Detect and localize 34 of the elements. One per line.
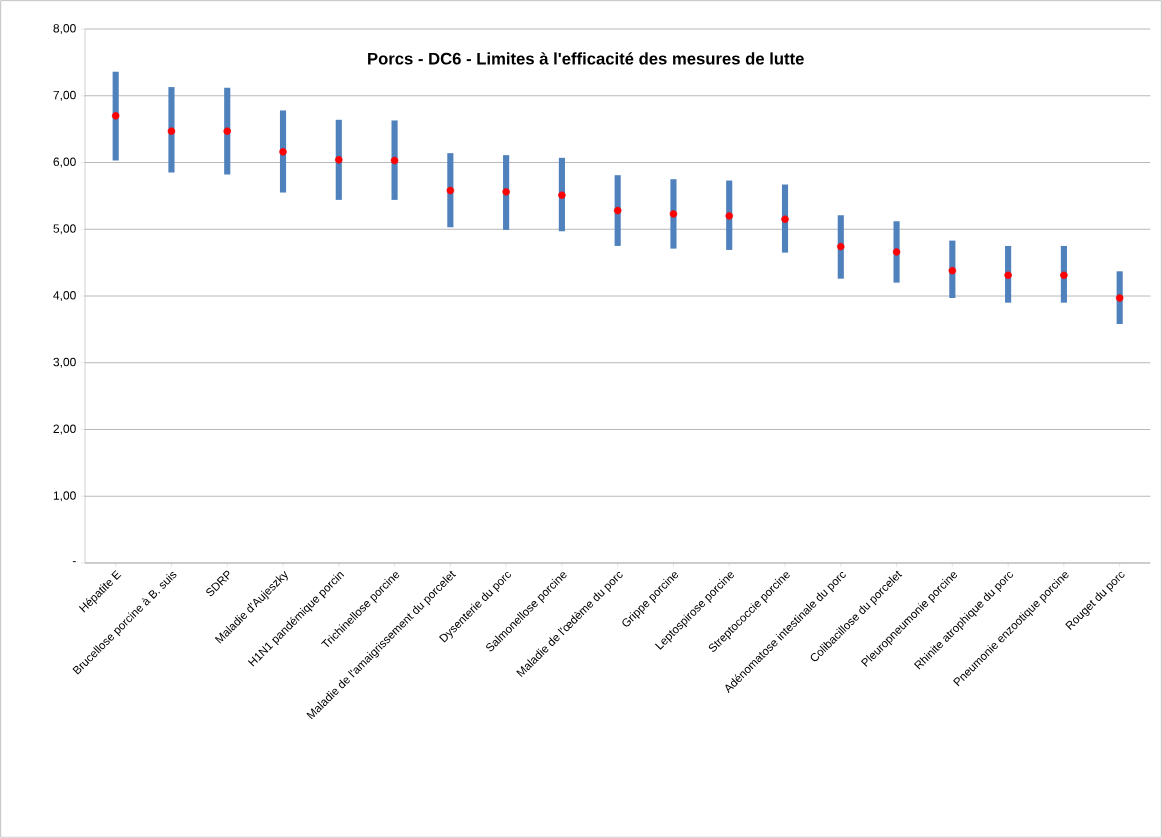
point bbox=[613, 206, 622, 215]
point bbox=[446, 186, 455, 195]
point bbox=[111, 112, 120, 120]
point bbox=[223, 127, 231, 135]
point bbox=[1004, 271, 1012, 280]
point bbox=[892, 248, 901, 256]
y-tick-label: 1,00 bbox=[53, 491, 76, 502]
bar bbox=[279, 110, 287, 193]
point bbox=[279, 148, 287, 156]
y-tick-label: 6,00 bbox=[53, 157, 76, 168]
point bbox=[335, 156, 343, 164]
point bbox=[837, 242, 845, 251]
bar bbox=[168, 87, 175, 173]
y-tick-label: 7,00 bbox=[53, 90, 76, 101]
y-tick-label: 4,00 bbox=[53, 291, 76, 301]
point bbox=[167, 127, 176, 135]
point bbox=[390, 156, 399, 165]
y-tick-label: 2,00 bbox=[53, 424, 76, 435]
bar bbox=[224, 87, 231, 175]
point bbox=[1115, 294, 1124, 302]
y-tick-label: 8,00 bbox=[53, 24, 76, 34]
y-tick-label: - bbox=[72, 561, 76, 563]
point bbox=[669, 210, 678, 218]
point bbox=[502, 188, 510, 196]
y-tick-label: 3,00 bbox=[53, 357, 76, 368]
bar bbox=[112, 71, 119, 161]
point bbox=[725, 212, 733, 220]
point bbox=[558, 191, 566, 199]
text: Porcs - DC6 - Limites à l'efficacité des mesures de lutte bbox=[368, 52, 804, 65]
point bbox=[948, 266, 957, 275]
y-tick-label: 5,00 bbox=[53, 224, 76, 235]
point bbox=[781, 215, 789, 223]
bar bbox=[391, 120, 398, 200]
point bbox=[1060, 271, 1068, 280]
